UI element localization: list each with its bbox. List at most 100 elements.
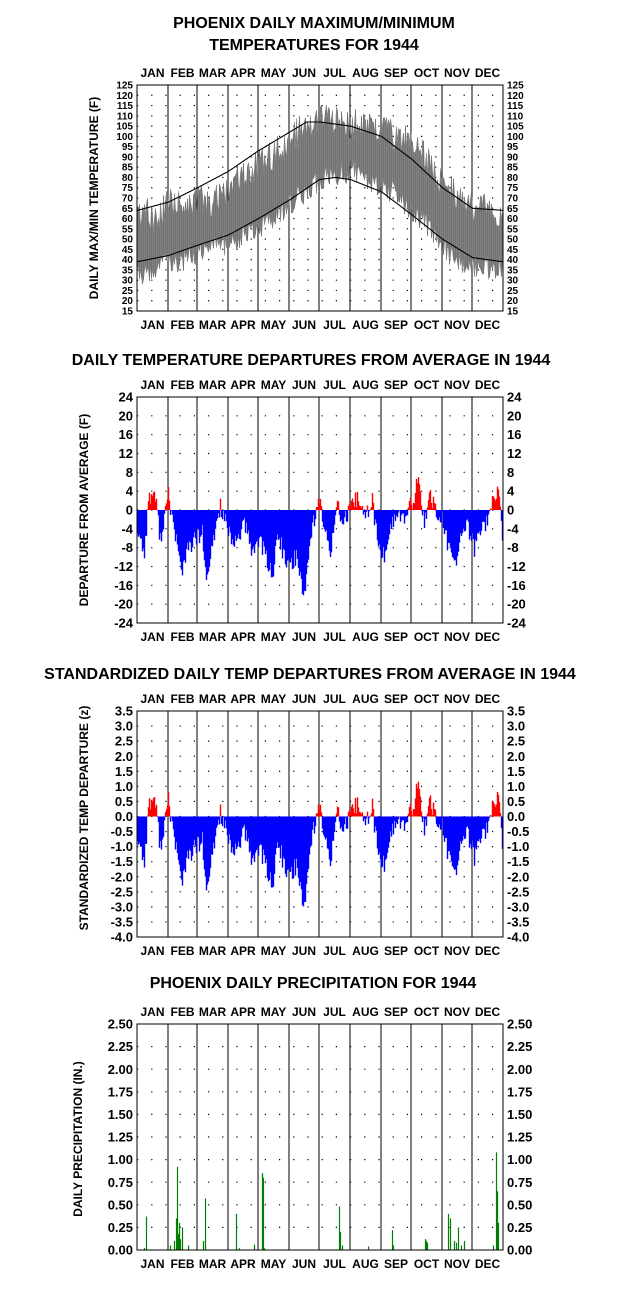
negative-departure-bar <box>303 816 306 902</box>
negative-departure-bar <box>338 816 341 822</box>
positive-departure-bar <box>492 802 495 817</box>
y-tick-label-left: 125 <box>116 81 133 92</box>
positive-departure-bar <box>359 506 362 510</box>
y-tick-label-left: 24 <box>119 390 134 405</box>
month-label-jul-bottom: JUL <box>323 944 346 958</box>
negative-departure-bar <box>383 816 386 872</box>
positive-departure-bar <box>408 500 411 510</box>
negative-departure-bar <box>293 510 296 551</box>
positive-departure-bar <box>360 814 363 817</box>
panel3-month-labels-bottom: JAN FEB MAR APR MAY JUN JUL AUG SEP OCT NOV DEC <box>140 944 500 958</box>
y-tick-label-right: 2.00 <box>507 1062 532 1077</box>
negative-departure-bar <box>313 816 316 834</box>
positive-departure-bar <box>431 508 434 510</box>
negative-departure-bar <box>439 510 442 523</box>
y-tick-label-right: 0 <box>507 503 514 518</box>
negative-departure-bar <box>424 816 427 820</box>
y-tick-label-right: -12 <box>507 559 526 574</box>
negative-departure-bar <box>392 816 395 835</box>
negative-departure-bar <box>268 510 271 571</box>
negative-departure-bar <box>401 816 404 820</box>
negative-departure-bar <box>255 510 258 542</box>
month-label-nov-top: NOV <box>444 378 470 392</box>
negative-departure-bar <box>339 510 342 522</box>
y-tick-label-left: 120 <box>116 91 133 102</box>
y-tick-label-right: 1.75 <box>507 1084 532 1099</box>
positive-departure-bar <box>428 492 431 510</box>
y-tick-label-right: 50 <box>507 235 519 246</box>
y-tick-label-left: 0.5 <box>115 794 133 809</box>
negative-departure-bar <box>239 816 242 848</box>
negative-departure-bar <box>177 816 180 861</box>
negative-departure-bar <box>480 816 483 839</box>
negative-departure-bar <box>463 816 466 840</box>
negative-departure-bar <box>456 816 459 866</box>
negative-departure-bar <box>292 510 295 569</box>
positive-departure-bar <box>219 804 222 817</box>
month-label-jan-top: JAN <box>140 66 164 80</box>
negative-departure-bar <box>472 510 475 540</box>
y-tick-label-right: -20 <box>507 597 526 612</box>
normal-temperature-lines <box>137 121 503 263</box>
month-label-jun-top: JUN <box>292 378 316 392</box>
y-tick-label-right: 80 <box>507 173 519 184</box>
y-tick-label-right: 75 <box>507 183 519 194</box>
negative-departure-bar <box>479 510 482 536</box>
positive-departure-bar <box>354 797 357 817</box>
positive-departure-bar <box>349 506 352 510</box>
negative-departure-bar <box>307 510 310 560</box>
positive-departure-bar <box>353 813 356 817</box>
precipitation-bar <box>179 1239 182 1250</box>
positive-departure-bar <box>165 809 168 817</box>
y-tick-label-left: -0.5 <box>111 824 133 839</box>
negative-departure-bar <box>212 510 215 535</box>
negative-departure-bar <box>249 816 252 851</box>
negative-departure-bar <box>251 510 254 550</box>
negative-departure-bar <box>284 510 287 565</box>
y-tick-label-left: -4 <box>121 521 133 536</box>
negative-departure-bar <box>302 510 305 596</box>
month-label-feb-top: FEB <box>171 66 195 80</box>
precipitation-bar <box>173 1240 176 1250</box>
positive-departure-bar <box>165 503 168 510</box>
negative-departure-bar <box>262 510 265 542</box>
month-label-nov-top: NOV <box>444 66 470 80</box>
positive-departure-bar <box>414 798 417 817</box>
negative-departure-bar <box>176 510 179 545</box>
negative-departure-bar <box>376 510 379 541</box>
y-tick-label-left: -20 <box>114 597 133 612</box>
negative-departure-bar <box>396 816 399 825</box>
positive-departure-bar <box>494 500 497 510</box>
negative-departure-bar <box>298 816 301 886</box>
positive-departure-bar <box>361 812 364 817</box>
positive-departure-bar <box>499 506 502 510</box>
negative-departure-bar <box>141 816 144 861</box>
precipitation-bar <box>175 1218 178 1250</box>
y-tick-label-right: 30 <box>507 276 519 287</box>
precipitation-bar <box>453 1240 456 1250</box>
negative-departure-bar <box>169 510 172 515</box>
y-tick-label-left: 110 <box>117 111 134 122</box>
negative-departure-bar <box>287 510 290 560</box>
month-label-aug-bottom: AUG <box>352 630 379 644</box>
month-label-feb-top: FEB <box>171 1005 195 1019</box>
positive-departure-bar <box>351 804 354 817</box>
negative-departure-bar <box>444 816 447 838</box>
negative-departure-bar <box>271 510 274 578</box>
negative-departure-bar <box>241 816 244 829</box>
negative-departure-bar <box>241 510 244 522</box>
negative-departure-bar <box>443 510 446 535</box>
negative-departure-bar <box>162 510 165 530</box>
y-tick-label-left: 45 <box>122 245 134 256</box>
negative-departure-bar <box>305 816 308 885</box>
negative-departure-bar <box>338 510 341 515</box>
negative-departure-bar <box>278 816 281 847</box>
negative-departure-bar <box>184 510 187 563</box>
y-tick-label-left: 60 <box>122 214 134 225</box>
y-tick-label-right: 25 <box>507 286 519 297</box>
negative-departure-bar <box>367 816 370 824</box>
panel4-title: PHOENIX DAILY PRECIPITATION FOR 1944 <box>150 975 477 992</box>
negative-departure-bar <box>264 816 267 864</box>
negative-departure-bar <box>450 816 453 862</box>
negative-departure-bar <box>274 816 277 855</box>
